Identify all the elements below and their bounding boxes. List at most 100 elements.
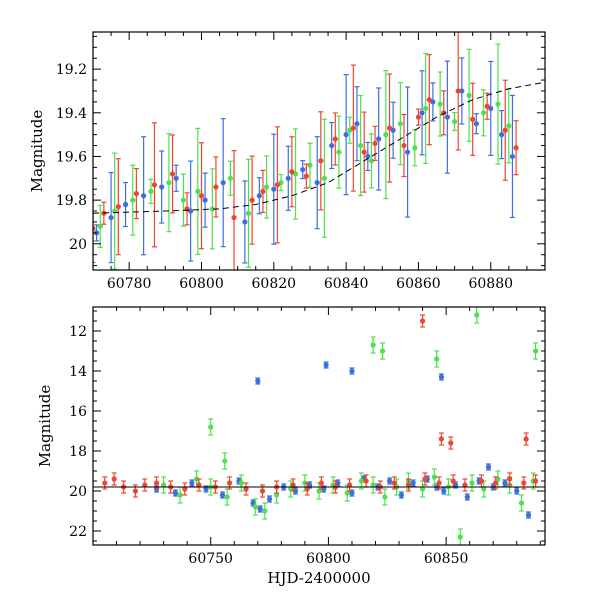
data-point bbox=[457, 534, 463, 540]
y-tick-label: 12 bbox=[69, 324, 87, 340]
data-point bbox=[242, 219, 248, 225]
y-tick-label: 20 bbox=[69, 237, 87, 253]
data-point bbox=[111, 476, 117, 482]
data-point bbox=[255, 378, 261, 384]
data-point bbox=[203, 486, 209, 492]
data-point bbox=[495, 101, 501, 107]
y-tick-label: 19.8 bbox=[56, 193, 87, 209]
data-point bbox=[513, 145, 519, 151]
data-point bbox=[222, 458, 228, 464]
data-point bbox=[350, 125, 356, 131]
data-point bbox=[387, 478, 393, 484]
data-point bbox=[502, 127, 508, 133]
data-point bbox=[132, 488, 138, 494]
data-point bbox=[250, 500, 256, 506]
data-point bbox=[274, 492, 280, 498]
data-point bbox=[466, 92, 472, 98]
y-axis-title: Magnitude bbox=[36, 385, 54, 468]
data-point bbox=[141, 193, 147, 199]
data-point bbox=[365, 153, 371, 160]
data-point bbox=[480, 110, 487, 116]
data-point bbox=[357, 142, 364, 149]
x-tick-label: 60850 bbox=[424, 551, 469, 567]
data-point bbox=[172, 490, 178, 496]
series-0 bbox=[94, 57, 516, 264]
data-point bbox=[300, 166, 306, 173]
data-point bbox=[303, 173, 309, 179]
data-point bbox=[419, 318, 426, 324]
data-point bbox=[288, 486, 294, 492]
data-point bbox=[219, 492, 226, 498]
data-point bbox=[478, 478, 485, 484]
data-point bbox=[102, 480, 108, 486]
data-point bbox=[349, 490, 355, 496]
data-point bbox=[441, 488, 447, 494]
data-point bbox=[93, 225, 96, 232]
data-point bbox=[437, 101, 443, 107]
data-point bbox=[401, 142, 407, 149]
data-point bbox=[404, 149, 411, 155]
plot-area bbox=[93, 32, 545, 270]
data-point bbox=[115, 204, 121, 210]
data-point bbox=[473, 121, 479, 127]
data-point bbox=[335, 480, 341, 486]
data-point bbox=[532, 348, 539, 354]
data-point bbox=[368, 158, 375, 164]
x-axis-title: HJD-2400000 bbox=[267, 569, 370, 587]
data-point bbox=[316, 488, 322, 494]
data-point bbox=[509, 153, 516, 160]
data-point bbox=[438, 436, 445, 442]
data-point bbox=[108, 214, 114, 221]
data-point bbox=[226, 480, 233, 486]
data-point bbox=[238, 480, 244, 486]
data-point bbox=[257, 506, 263, 512]
data-point bbox=[469, 480, 475, 486]
data-point bbox=[455, 88, 461, 94]
y-tick-label: 14 bbox=[69, 364, 87, 380]
data-point bbox=[289, 169, 295, 175]
data-point bbox=[436, 480, 442, 486]
data-point bbox=[180, 197, 186, 203]
data-point bbox=[452, 118, 458, 125]
data-point bbox=[492, 480, 499, 486]
data-point bbox=[379, 348, 386, 354]
data-point bbox=[383, 132, 389, 138]
data-point bbox=[415, 114, 422, 120]
data-point bbox=[412, 145, 418, 151]
y-axis-title: Magnitude bbox=[28, 110, 46, 193]
data-point bbox=[263, 184, 270, 190]
data-point bbox=[209, 206, 215, 212]
data-point bbox=[438, 374, 445, 380]
data-point bbox=[431, 474, 437, 480]
data-point bbox=[202, 197, 208, 203]
data-point bbox=[189, 480, 195, 486]
data-point bbox=[506, 123, 512, 129]
data-point bbox=[307, 162, 313, 168]
data-point bbox=[231, 214, 237, 221]
data-point bbox=[358, 478, 364, 484]
data-point bbox=[169, 171, 176, 177]
data-point bbox=[304, 486, 310, 492]
data-point bbox=[161, 482, 167, 488]
data-point bbox=[271, 186, 277, 192]
data-point bbox=[370, 482, 376, 488]
data-point bbox=[224, 494, 230, 500]
data-point bbox=[151, 182, 158, 188]
y-tick-label: 16 bbox=[69, 404, 87, 420]
data-point bbox=[321, 175, 328, 181]
plot-area bbox=[93, 307, 545, 545]
data-point bbox=[525, 512, 532, 518]
data-point bbox=[332, 136, 338, 142]
data-point bbox=[343, 132, 349, 138]
data-point bbox=[182, 486, 188, 492]
data-point bbox=[495, 476, 501, 482]
data-point bbox=[419, 486, 426, 492]
data-point bbox=[177, 492, 183, 498]
data-point bbox=[208, 424, 214, 430]
data-point bbox=[448, 440, 454, 446]
x-tick-label: 60840 bbox=[324, 276, 369, 292]
data-point bbox=[499, 132, 505, 138]
data-point bbox=[260, 188, 266, 194]
data-point bbox=[391, 480, 397, 486]
data-point bbox=[195, 188, 201, 194]
